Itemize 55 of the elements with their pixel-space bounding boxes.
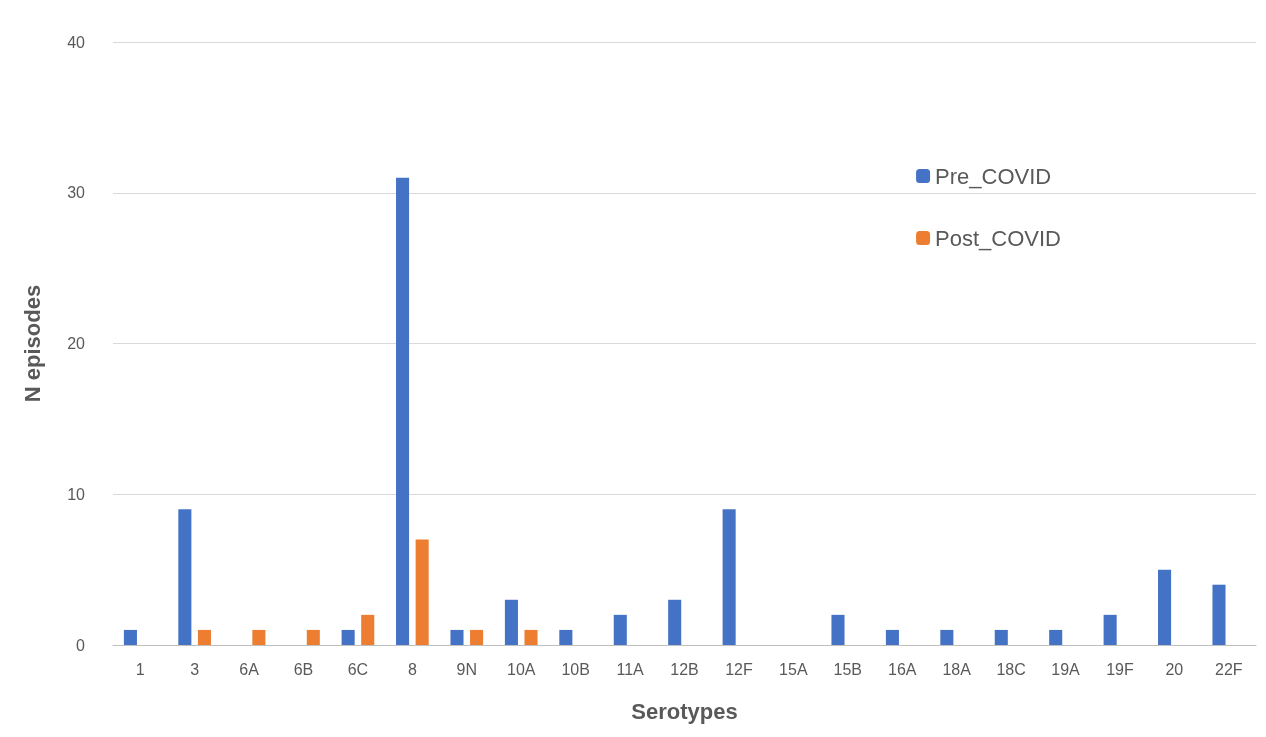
bar [361,614,375,645]
bar [1049,629,1063,645]
x-tick-label: 20 [1165,660,1184,678]
x-tick-label: 12B [670,660,699,678]
bar [306,629,320,645]
bar [885,629,899,645]
y-tick-label: 0 [76,636,86,654]
x-tick-label: 19A [1051,660,1081,678]
bar [415,539,429,645]
x-tick-label: 9N [456,660,478,678]
bar [1158,569,1172,645]
y-tick-label: 40 [67,33,86,51]
x-tick-label: 15A [779,660,808,678]
x-tick-label: 1 [135,660,145,678]
x-tick-label: 6A [239,660,260,678]
x-axis-title: Serotypes [631,698,738,724]
bar [994,629,1008,645]
x-tick-label: 12F [725,660,753,678]
x-tick-label: 6C [347,660,369,678]
bar [178,509,192,645]
bar [524,629,538,645]
x-tick-label: 11A [616,660,645,678]
x-tick-label: 10B [561,660,590,678]
x-tick-label: 8 [407,660,417,678]
bar [559,629,573,645]
bar [396,177,410,645]
bar [831,614,845,645]
bar [722,509,736,645]
x-tick-label: 6B [293,660,314,678]
x-tick-label: 18C [996,660,1026,678]
x-tick-label: 22F [1215,660,1243,678]
bar [450,629,464,645]
y-axis-title: N episodes [19,284,45,403]
bar [341,629,355,645]
x-tick-label: 15B [833,660,863,678]
bar [470,629,484,645]
y-tick-label: 20 [67,335,86,352]
x-tick-label: 10A [506,660,536,678]
bar [940,629,954,645]
bar [1212,584,1226,645]
bar [613,614,627,645]
x-tick-label: 16A [887,660,917,678]
bar [1103,614,1117,645]
bar [197,629,211,645]
bar [123,629,137,645]
y-tick-label: 10 [67,485,86,503]
y-tick-label: 30 [67,184,86,202]
x-tick-label: 19F [1106,660,1134,678]
x-tick-label: 3 [190,660,200,678]
x-tick-label: 18A [942,660,972,678]
legend-label: Post_COVID [935,225,1062,251]
bar [252,629,266,645]
legend-label: Pre_COVID [935,163,1052,189]
bar [668,599,682,645]
bar [504,599,518,645]
